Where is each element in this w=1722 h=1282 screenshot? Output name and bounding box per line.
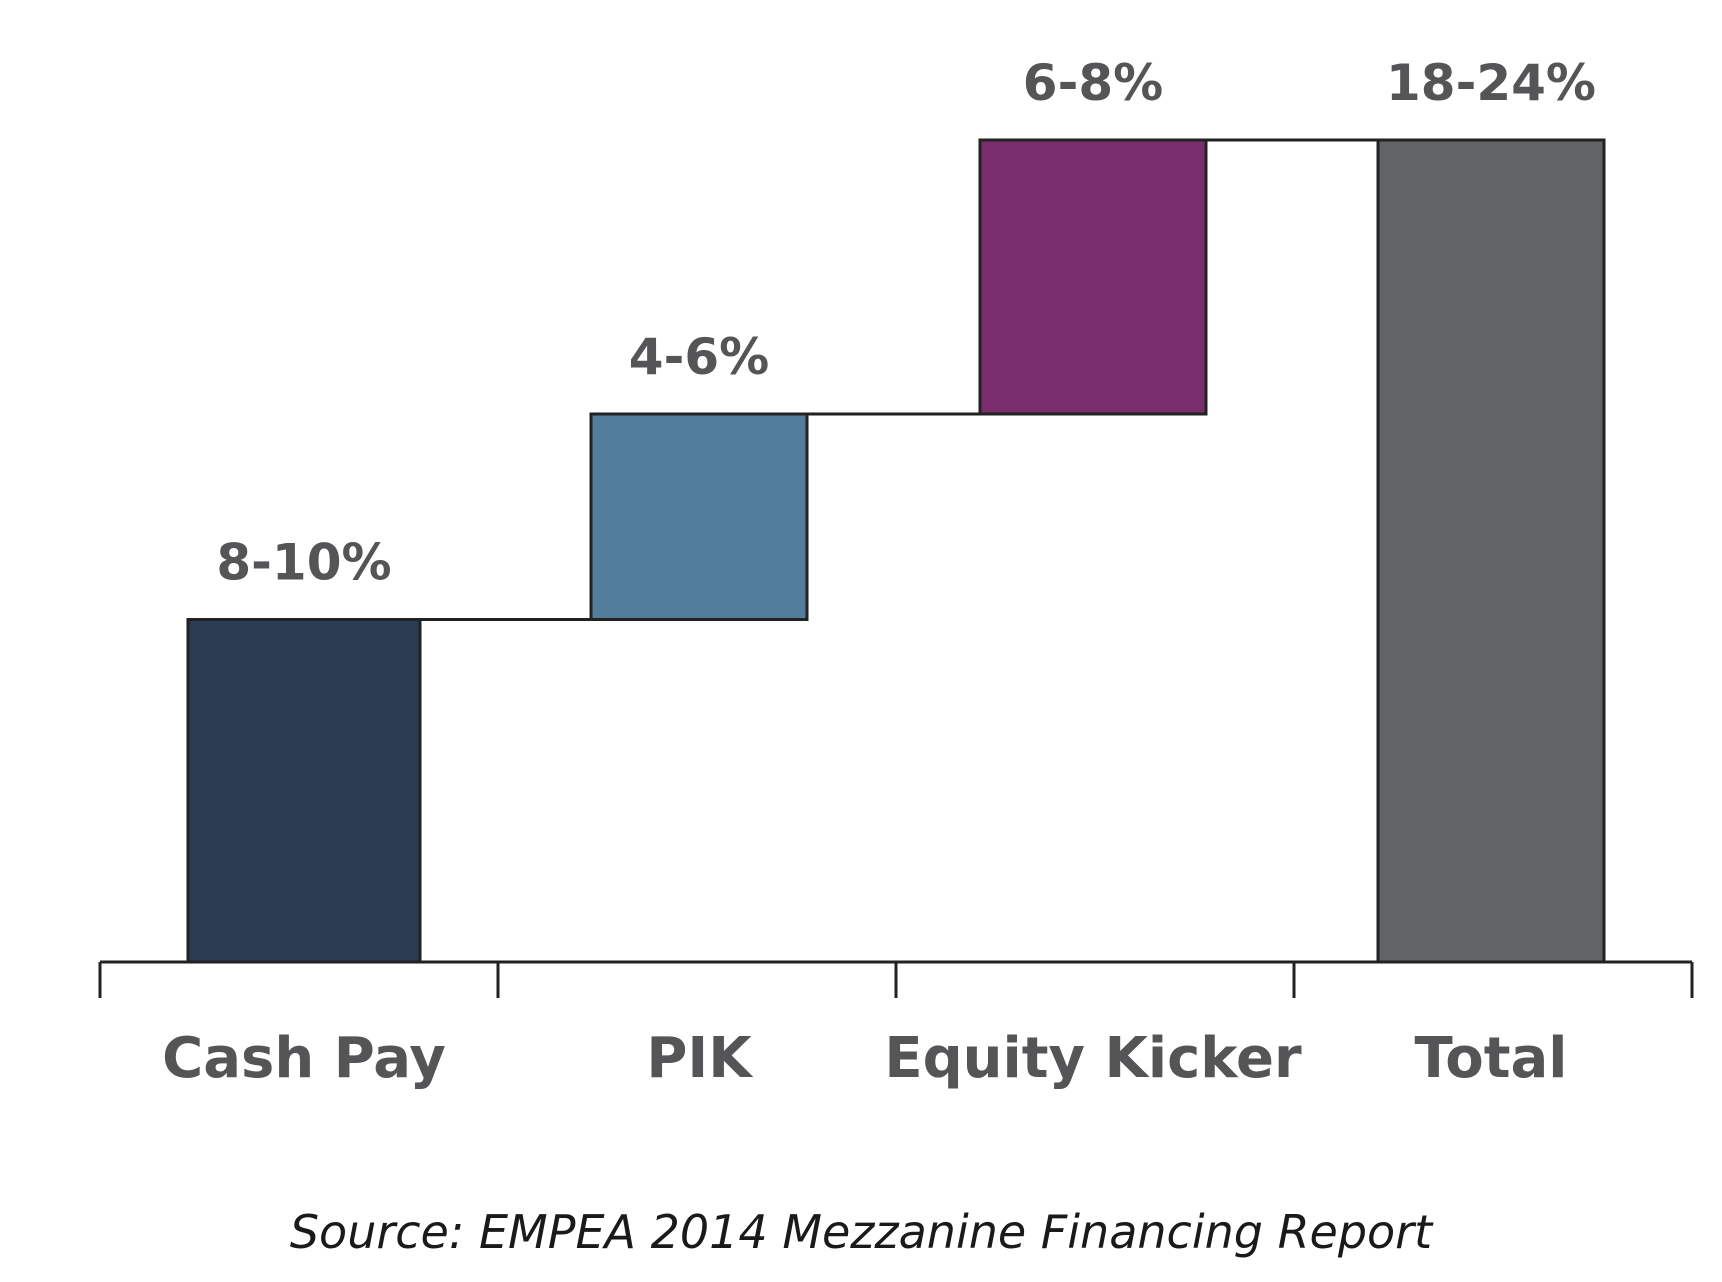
data-label: 8-10% xyxy=(216,534,391,592)
bar-total xyxy=(1376,138,1606,964)
bars xyxy=(186,138,1606,964)
x-axis xyxy=(98,960,1694,998)
data-label: 4-6% xyxy=(629,328,769,386)
value-labels: 8-10% 4-6% 6-8% 18-24% xyxy=(216,54,1596,592)
source-note: Source: EMPEA 2014 Mezzanine Financing R… xyxy=(289,1205,1433,1259)
category-label: Total xyxy=(1415,1026,1568,1091)
category-label: Equity Kicker xyxy=(884,1026,1302,1091)
bar-pik xyxy=(589,412,809,621)
data-label: 18-24% xyxy=(1386,54,1596,112)
bar-cash-pay xyxy=(186,618,422,964)
category-labels: Cash Pay PIK Equity Kicker Total xyxy=(162,1026,1567,1091)
category-label: PIK xyxy=(646,1026,754,1091)
data-label: 6-8% xyxy=(1023,54,1163,112)
bar-equity-kicker xyxy=(978,138,1208,416)
connector-lines xyxy=(420,138,1378,621)
category-label: Cash Pay xyxy=(162,1026,446,1091)
